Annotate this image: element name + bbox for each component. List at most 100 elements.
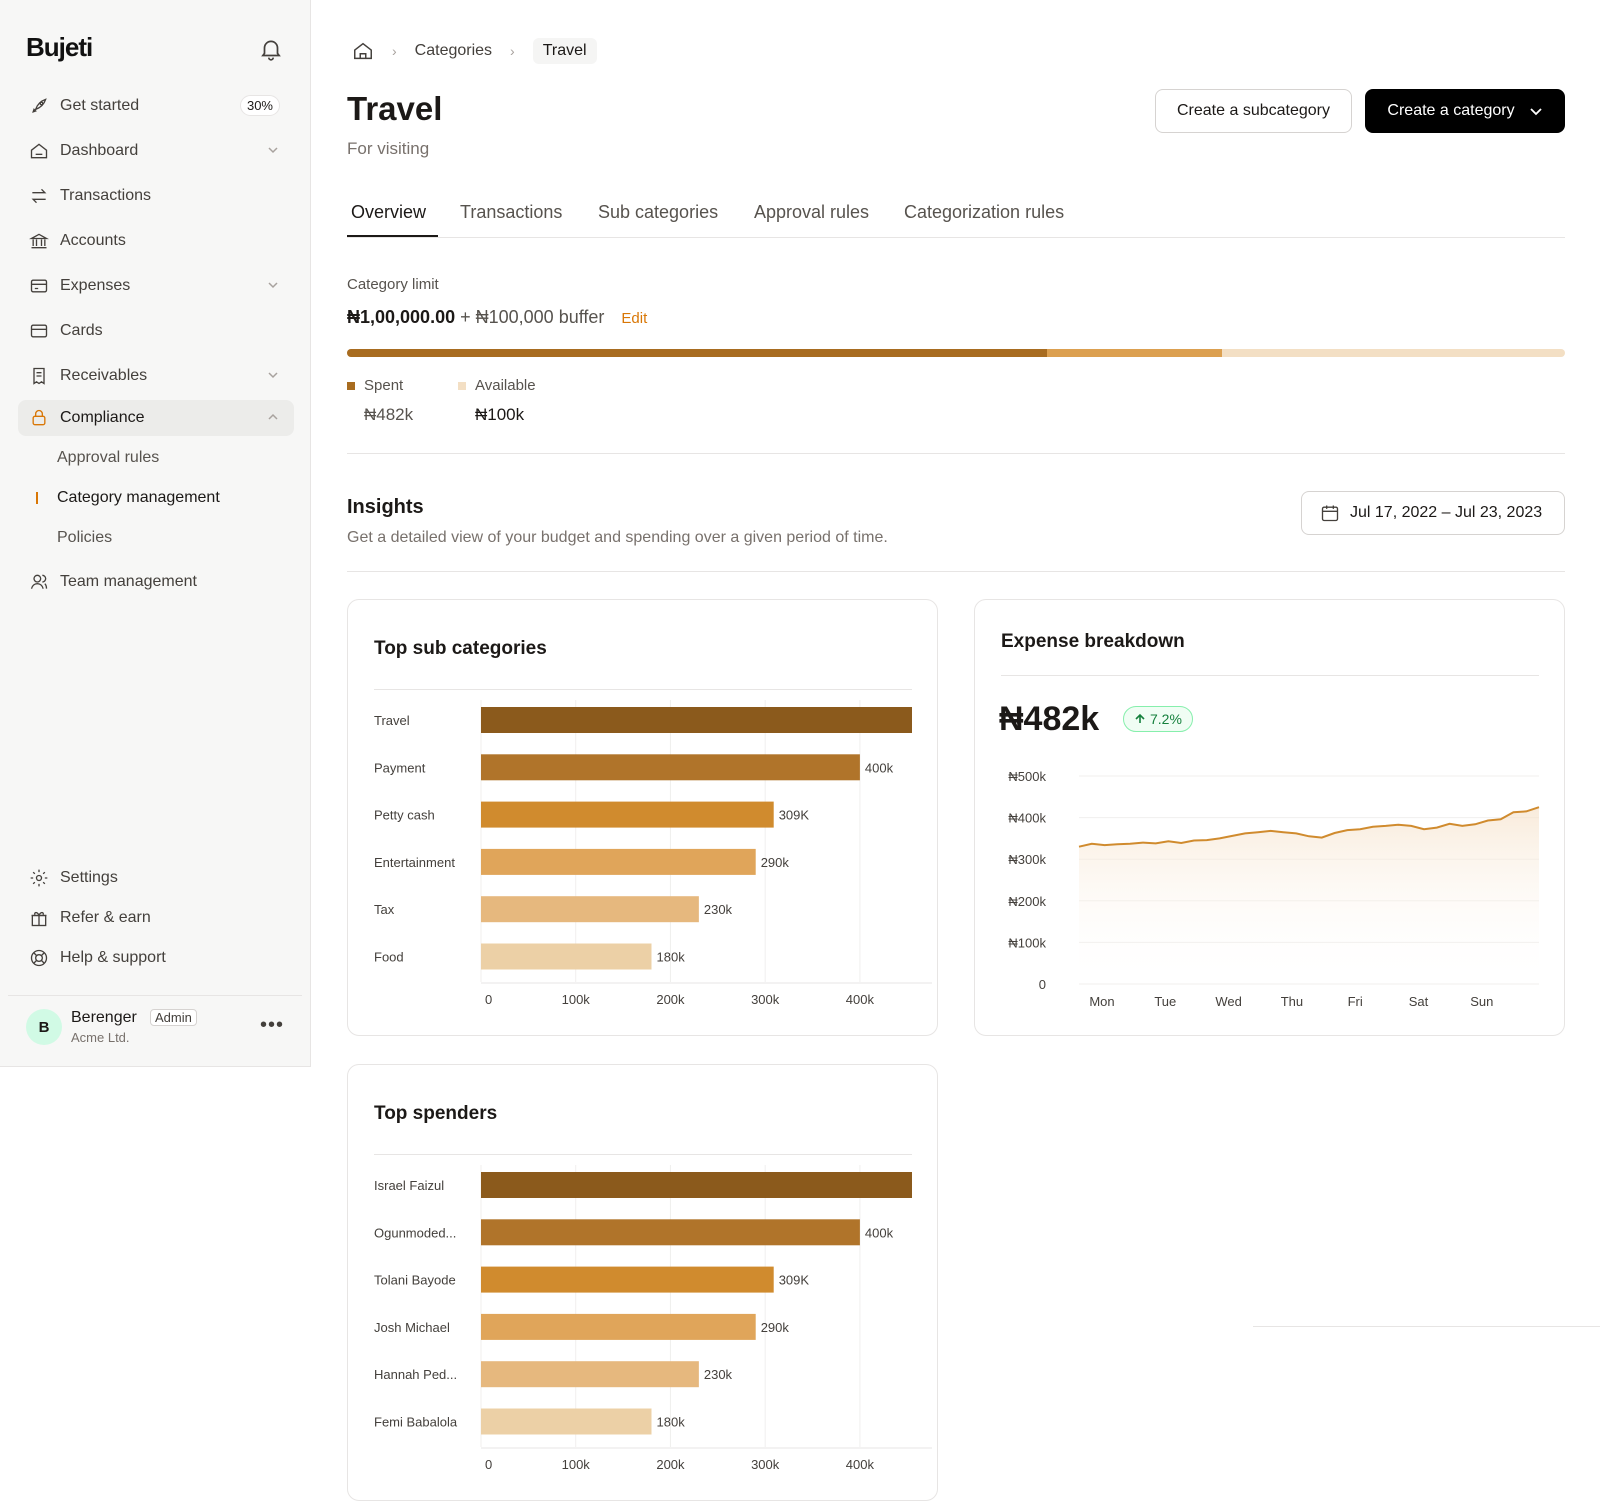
x-tick-label: 100k xyxy=(562,1457,591,1472)
edit-limit-link[interactable]: Edit xyxy=(621,310,648,327)
y-tick-label: ₦500k xyxy=(1008,769,1046,784)
x-tick-label: Sun xyxy=(1470,994,1493,1009)
gift-icon xyxy=(28,907,50,929)
sidebar-item-label: Help & support xyxy=(60,949,166,966)
bar xyxy=(481,1172,912,1198)
tab-sub-categories[interactable]: Sub categories xyxy=(598,202,719,222)
bar-data-label: 180k xyxy=(657,950,686,965)
bar-category-label: Josh Michael xyxy=(374,1320,450,1335)
sidebar-item-accounts[interactable]: Accounts xyxy=(18,223,294,259)
user-name: Berenger xyxy=(71,1009,137,1026)
sidebar-item-label: Compliance xyxy=(60,409,145,426)
bell-icon[interactable] xyxy=(258,36,284,62)
progress-spent xyxy=(347,349,1048,357)
bar-data-label: 290k xyxy=(761,855,790,870)
bar xyxy=(481,1361,699,1388)
bar xyxy=(481,754,860,781)
sidebar-subitem-category-management[interactable]: Category management xyxy=(57,489,220,506)
section-divider xyxy=(347,453,1565,454)
sidebar-item-get-started[interactable]: Get started 30% xyxy=(18,88,294,124)
chevron-down-icon xyxy=(268,372,278,379)
bar xyxy=(481,896,699,923)
category-limit-amount: ₦1,00,000.00 + ₦100,000 buffer Edit xyxy=(347,307,647,328)
tab-approval-rules[interactable]: Approval rules xyxy=(754,202,870,222)
breadcrumb-current: Travel xyxy=(532,38,597,64)
create-category-button[interactable]: Create a category xyxy=(1365,89,1565,133)
page-edge-line xyxy=(1253,1326,1600,1327)
legend-spent-label: Spent xyxy=(364,377,404,394)
tab-categorization-rules[interactable]: Categorization rules xyxy=(904,202,1065,222)
expense-breakdown-chart: ₦500k ₦400k ₦300k ₦200k ₦100k 0 Mon Tue Wed Thu Fr… xyxy=(1008,769,1540,1009)
legend-available-value: ₦100k xyxy=(475,405,525,424)
receipt-icon xyxy=(28,365,50,387)
sidebar: Bujeti Get started 30% Dashboard Transac… xyxy=(0,0,311,1067)
more-options-icon[interactable]: ••• xyxy=(260,1014,285,1036)
sidebar-item-transactions[interactable]: Transactions xyxy=(18,178,294,214)
sidebar-item-label: Get started xyxy=(60,97,140,114)
sidebar-item-label: Transactions xyxy=(60,187,151,204)
bar xyxy=(481,1408,652,1435)
sidebar-item-compliance[interactable]: Compliance xyxy=(18,400,294,436)
bar xyxy=(481,801,774,828)
chevron-up-icon xyxy=(268,413,278,420)
section-divider xyxy=(347,571,1565,572)
x-tick-label: Sat xyxy=(1409,994,1429,1009)
sidebar-item-label: Settings xyxy=(60,869,118,886)
progress-badge-text: 30% xyxy=(246,98,273,113)
breadcrumb-categories[interactable]: Categories xyxy=(414,42,493,59)
chevron-right-icon: › xyxy=(510,43,515,59)
sidebar-item-dashboard[interactable]: Dashboard xyxy=(18,133,294,169)
tab-overview[interactable]: Overview xyxy=(351,202,427,222)
calendar-icon xyxy=(1321,505,1339,522)
sidebar-item-refer-earn[interactable]: Refer & earn xyxy=(18,900,294,936)
y-tick-label: ₦200k xyxy=(1008,894,1046,909)
bar xyxy=(481,1219,860,1246)
sidebar-item-receivables[interactable]: Receivables xyxy=(18,358,294,394)
limit-progress-bar xyxy=(347,349,1565,357)
wallet-icon xyxy=(28,275,50,297)
avatar[interactable]: B xyxy=(26,1009,62,1045)
create-subcategory-button[interactable]: Create a subcategory xyxy=(1155,89,1352,133)
x-tick-label: 0 xyxy=(485,1457,492,1472)
chevron-right-icon: › xyxy=(392,43,397,59)
tab-transactions[interactable]: Transactions xyxy=(460,202,563,222)
sidebar-item-label: Team management xyxy=(60,573,197,590)
bar-category-label: Payment xyxy=(374,760,426,775)
sidebar-item-settings[interactable]: Settings xyxy=(18,860,294,896)
lock-icon xyxy=(28,407,50,429)
app-logo[interactable]: Bujeti xyxy=(26,32,93,62)
tab-bar: Overview Transactions Sub categories App… xyxy=(347,198,1565,238)
bar xyxy=(481,943,652,970)
sidebar-item-cards[interactable]: Cards xyxy=(18,313,294,349)
limit-buffer: + ₦100,000 buffer xyxy=(460,307,605,327)
x-tick-label: 400k xyxy=(846,1457,875,1472)
insights-title: Insights xyxy=(347,496,424,518)
sidebar-subitem-policies[interactable]: Policies xyxy=(57,529,113,546)
tab-active-indicator xyxy=(347,235,438,237)
card-divider xyxy=(374,1154,912,1155)
trend-value: 7.2% xyxy=(1150,711,1182,727)
bar-category-label: Travel xyxy=(374,713,410,728)
page-title: Travel xyxy=(347,90,443,127)
bar-category-label: Femi Babalola xyxy=(374,1415,458,1430)
legend-available-label: Available xyxy=(475,377,536,394)
home-icon[interactable] xyxy=(352,40,374,62)
sidebar-item-label: Cards xyxy=(60,322,103,339)
sidebar-subitem-approval-rules[interactable]: Approval rules xyxy=(57,449,160,466)
insights-subtitle: Get a detailed view of your budget and s… xyxy=(347,529,888,546)
sidebar-item-label: Refer & earn xyxy=(60,909,151,926)
home-icon xyxy=(28,140,50,162)
series-line xyxy=(1078,806,1540,848)
progress-buffer xyxy=(1047,349,1222,357)
sidebar-item-team-management[interactable]: Team management xyxy=(18,564,294,600)
chevron-down-icon xyxy=(1529,108,1542,116)
sidebar-item-help-support[interactable]: Help & support xyxy=(18,940,294,976)
bar-data-label: 180k xyxy=(657,1415,686,1430)
chevron-down-icon xyxy=(268,282,278,289)
bank-icon xyxy=(28,230,50,252)
sidebar-item-expenses[interactable]: Expenses xyxy=(18,268,294,304)
date-range-picker[interactable]: Jul 17, 2022 – Jul 23, 2023 xyxy=(1301,491,1565,535)
expense-breakdown-card: Expense breakdown ₦500k ₦400k ₦300k ₦200k ₦1… xyxy=(974,599,1565,1036)
card-title: Expense breakdown xyxy=(1001,631,1185,652)
bar-category-label: Israel Faizul xyxy=(374,1178,444,1193)
